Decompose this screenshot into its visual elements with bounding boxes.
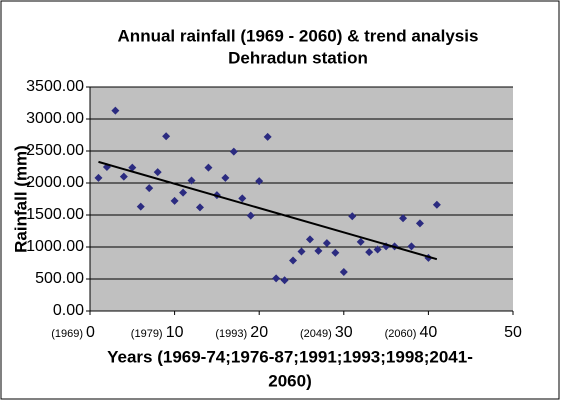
y-tick-label: 1000.00 (26, 238, 84, 255)
data-point (373, 245, 382, 254)
annotation: (1969) (51, 328, 83, 340)
data-point (407, 242, 416, 251)
x-tick-label: 30 (335, 324, 353, 341)
data-point (272, 274, 281, 283)
data-point (238, 194, 247, 203)
data-point (314, 246, 323, 255)
y-tick-label: 2500.00 (26, 142, 84, 159)
y-tick-label: 3500.00 (26, 78, 84, 95)
x-tick-label: 20 (250, 324, 268, 341)
data-point (119, 172, 128, 181)
y-tick-label: 1500.00 (26, 206, 84, 223)
x-tick-label: 40 (420, 324, 438, 341)
plot-area (90, 87, 513, 311)
data-point (111, 106, 120, 115)
data-point (246, 211, 255, 220)
x-axis-label: Years (1969-74;1976-87;1991;1993;1998;20… (107, 347, 473, 366)
y-tick-label: 2000.00 (26, 174, 84, 191)
data-point (331, 248, 340, 257)
y-tick-label: 0.00 (53, 302, 84, 319)
data-point (297, 247, 306, 256)
data-point (255, 177, 264, 186)
data-point (432, 200, 441, 209)
x-tick-label: 50 (504, 324, 522, 341)
x-axis-label: 2060) (268, 371, 311, 390)
annotation: (2060) (385, 328, 417, 340)
data-point (415, 219, 424, 228)
annotation: (2049) (300, 328, 332, 340)
data-point (322, 239, 331, 248)
annotation: (1993) (215, 328, 247, 340)
trend-line (98, 160, 438, 261)
data-point (179, 188, 188, 197)
data-point (356, 237, 365, 246)
data-point (145, 184, 154, 193)
y-tick-label: 500.00 (35, 270, 84, 287)
chart-title: Annual rainfall (1969 - 2060) & trend an… (118, 26, 479, 45)
data-point (365, 248, 374, 257)
data-point (339, 267, 348, 276)
data-point (348, 212, 357, 221)
data-point (204, 163, 213, 172)
data-point (221, 173, 230, 182)
data-point (136, 202, 145, 211)
data-point (170, 196, 179, 205)
y-axis-label: Rainfall (mm) (11, 145, 30, 253)
data-point (187, 176, 196, 185)
chart-title: Dehradun station (228, 48, 368, 67)
x-tick-label: 10 (166, 324, 184, 341)
data-point (94, 173, 103, 182)
data-point (153, 168, 162, 177)
y-tick-label: 3000.00 (26, 110, 84, 127)
data-point (195, 203, 204, 212)
data-point (229, 147, 238, 156)
x-tick-label: 0 (86, 324, 95, 341)
data-point (128, 163, 137, 172)
data-point (162, 132, 171, 141)
data-point (289, 256, 298, 265)
annotation: (1979) (131, 328, 163, 340)
data-point (399, 214, 408, 223)
data-point (263, 132, 272, 141)
data-point (305, 235, 314, 244)
data-point (280, 276, 289, 285)
